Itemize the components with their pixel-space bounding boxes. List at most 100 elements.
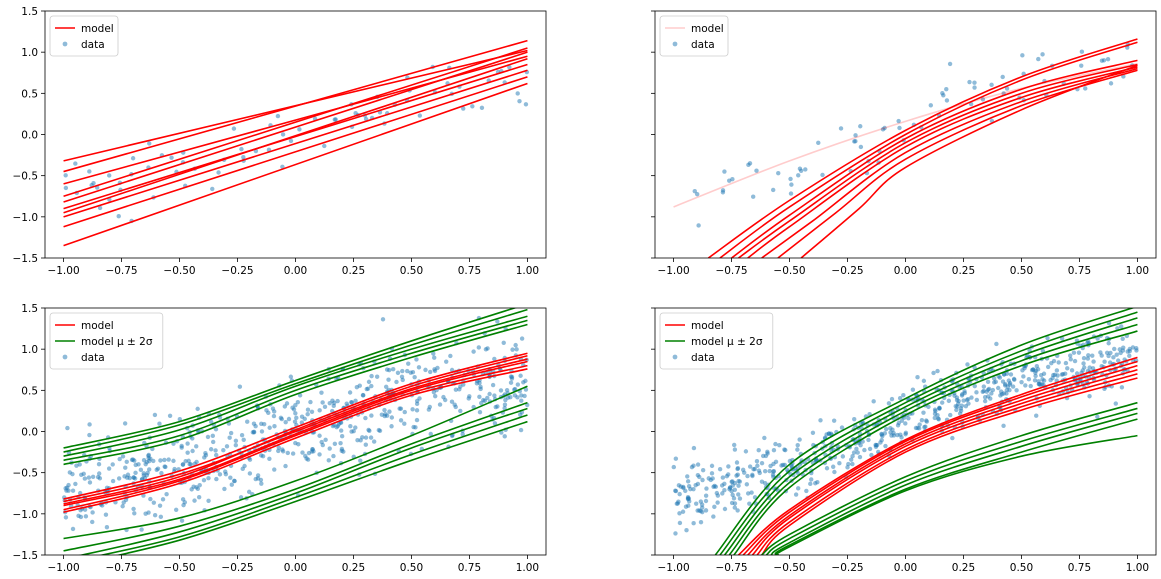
data-point [997, 375, 1003, 380]
data-point [213, 448, 218, 453]
y-tick-label: 1.5 [21, 6, 38, 18]
data-point [699, 505, 705, 510]
data-point [241, 154, 246, 160]
data-point [509, 376, 515, 381]
data-point [944, 98, 950, 103]
model-band-line [723, 317, 1138, 555]
data-point [232, 478, 237, 484]
data-point [322, 143, 327, 149]
data-point [512, 386, 518, 392]
data-point [216, 170, 221, 175]
data-point [762, 469, 768, 474]
data-point [757, 470, 762, 476]
data-point [854, 446, 859, 452]
data-point [299, 420, 305, 425]
data-point [147, 141, 152, 146]
data-point [768, 463, 773, 469]
model-band-line [775, 434, 1138, 555]
data-point [1116, 358, 1121, 363]
data-point [962, 389, 967, 394]
legend-marker-swatch [672, 41, 678, 47]
data-point [1090, 353, 1095, 358]
x-tick-label: −0.25 [221, 562, 253, 574]
data-point [691, 486, 696, 492]
data-point [158, 514, 164, 520]
data-point [132, 511, 137, 516]
data-point [1001, 372, 1007, 377]
data-point [1082, 365, 1087, 370]
data-point [779, 463, 784, 468]
data-point [124, 459, 129, 464]
data-point [760, 453, 766, 459]
data-point [787, 458, 793, 464]
data-point [921, 378, 927, 384]
data-point [771, 448, 777, 453]
data-point [502, 434, 507, 439]
data-point [824, 466, 830, 471]
data-point [369, 383, 374, 389]
data-point [107, 173, 112, 178]
data-point [63, 515, 69, 520]
data-point [736, 483, 741, 488]
data-point [695, 462, 701, 467]
data-point [848, 457, 854, 462]
model-line [63, 82, 528, 247]
data-point [514, 347, 519, 352]
data-point [67, 470, 73, 475]
data-point [349, 429, 354, 434]
data-point [309, 409, 315, 415]
data-point [87, 480, 93, 485]
data-point [349, 399, 354, 405]
data-point [948, 412, 953, 418]
data-point [961, 398, 966, 403]
model-line [63, 47, 528, 198]
data-point [412, 374, 417, 380]
legend: model model μ ± 2σ data [49, 312, 164, 370]
data-point [732, 442, 737, 448]
data-point [190, 448, 195, 454]
model-line [761, 67, 1138, 258]
data-point [671, 464, 676, 470]
data-point [732, 447, 738, 452]
data-point [63, 486, 68, 491]
data-point [1032, 378, 1038, 383]
data-point [414, 401, 420, 407]
data-point [103, 512, 109, 517]
data-point [253, 424, 258, 429]
data-point [148, 496, 153, 502]
data-point [394, 379, 399, 385]
data-point [711, 514, 716, 519]
data-point [903, 432, 908, 437]
data-point [1036, 56, 1041, 62]
data-point [347, 390, 353, 395]
data-point [1076, 350, 1082, 355]
x-tick-label: 0.75 [1068, 265, 1091, 277]
data-point [974, 397, 980, 403]
data-point [123, 465, 128, 470]
data-point [1068, 357, 1073, 362]
data-point [1000, 379, 1006, 384]
data-point [830, 464, 836, 469]
data-point [132, 458, 137, 463]
data-point [477, 394, 482, 400]
data-point [789, 182, 794, 187]
model-line [63, 57, 528, 214]
x-tick-label: 0.75 [458, 265, 481, 277]
data-point [502, 405, 507, 411]
legend-marker-swatch [62, 41, 68, 47]
data-point [487, 391, 492, 397]
x-tick-label: −0.75 [105, 265, 137, 277]
data-point [320, 400, 325, 405]
model-line [719, 41, 1138, 258]
data-point [276, 448, 281, 454]
data-point [523, 102, 529, 107]
data-point [485, 395, 490, 401]
data-point [1112, 346, 1117, 352]
data-point [278, 415, 284, 420]
data-point [742, 470, 747, 475]
legend: model data [659, 15, 729, 57]
data-point [982, 394, 988, 400]
x-tick-label: −0.25 [831, 562, 863, 574]
data-point [1034, 413, 1039, 418]
data-point [73, 481, 78, 487]
